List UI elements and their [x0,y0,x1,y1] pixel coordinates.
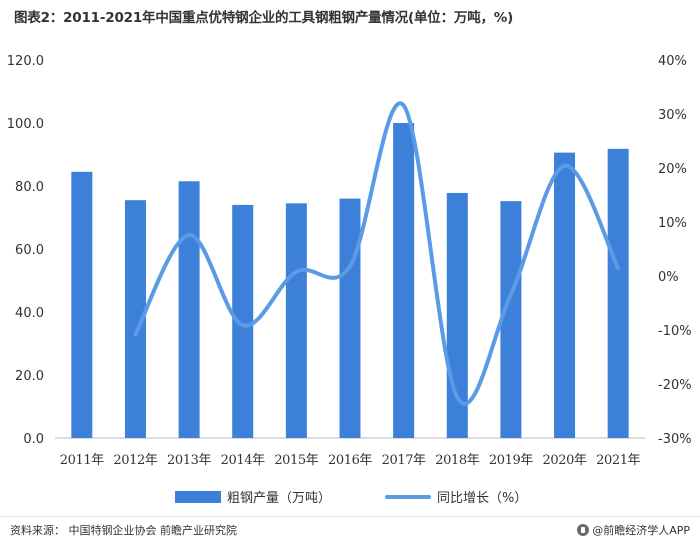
x-tick-label: 2020年 [542,453,586,468]
y-right-tick-label: 40% [658,54,687,69]
y-left-tick-label: 0.0 [23,432,44,447]
bar [178,181,200,438]
y-left-tick-label: 60.0 [15,243,44,258]
x-tick-label: 2013年 [167,453,211,468]
right-axis: -30% -20% -10% 0% 10% 20% 30% 40% [658,54,692,447]
legend-swatch-bar [175,490,221,503]
y-left-tick-label: 120.0 [7,54,44,69]
y-right-tick-label: 20% [658,162,687,177]
y-left-tick-label: 40.0 [15,306,44,321]
x-axis: 2011年 2012年 2013年 2014年 2015年 2016年 2017年 2018年… [55,437,645,468]
y-right-tick-label: -10% [658,324,692,339]
chart-plot: 0.0 20.0 40.0 60.0 80.0 100.0 120.0 -30% -20% -1… [7,54,692,468]
bar [500,201,522,438]
legend-label-line: 同比增长（%） [437,491,528,506]
legend-label-bars: 粗钢产量（万吨） [227,491,332,506]
bar [554,152,576,439]
bar [232,204,254,438]
legend-swatch-line [385,494,431,499]
y-right-tick-label: 0% [658,270,679,285]
bar-series [71,123,629,439]
bar [446,192,468,438]
x-tick-label: 2012年 [113,453,157,468]
bar [607,148,629,438]
legend-item-bars: 粗钢产量（万吨） [175,487,331,506]
y-left-tick-label: 80.0 [15,180,44,195]
chart-title: 图表2：2011-2021年中国重点优特钢企业的工具钢粗钢产量情况(单位：万吨，… [14,10,514,26]
footer: 资料来源： 中国特钢企业协会 前瞻产业研究院 @前瞻经济学人APP [10,522,690,542]
bar [285,203,307,438]
x-tick-label: 2021年 [596,453,640,468]
brand-logo-icon [577,524,590,536]
y-left-tick-label: 20.0 [15,369,44,384]
y-right-tick-label: -30% [658,432,692,447]
bar [71,171,93,438]
brand-text: @前瞻经济学人APP [592,524,690,537]
x-tick-label: 2015年 [274,453,318,468]
legend-item-line: 同比增长（%） [385,487,527,506]
left-axis: 0.0 20.0 40.0 60.0 80.0 100.0 120.0 [7,54,44,447]
x-tick-label: 2011年 [60,453,104,468]
brand: @前瞻经济学人APP [577,522,690,538]
bar [124,200,146,438]
footer-divider [0,516,700,517]
line-series [133,101,621,406]
x-tick-label: 2018年 [435,453,479,468]
legend: 粗钢产量（万吨） 同比增长（%） [0,487,700,507]
y-right-tick-label: 30% [658,108,687,123]
y-left-tick-label: 100.0 [7,117,44,132]
x-tick-label: 2017年 [382,453,426,468]
y-right-tick-label: -20% [658,378,692,393]
y-right-tick-label: 10% [658,216,687,231]
source-text: 资料来源： 中国特钢企业协会 前瞻产业研究院 [10,524,237,537]
bar [339,198,361,438]
bar [393,123,415,438]
x-tick-label: 2016年 [328,453,372,468]
x-tick-label: 2019年 [489,453,533,468]
x-tick-label: 2014年 [221,453,265,468]
growth-line [133,101,621,406]
